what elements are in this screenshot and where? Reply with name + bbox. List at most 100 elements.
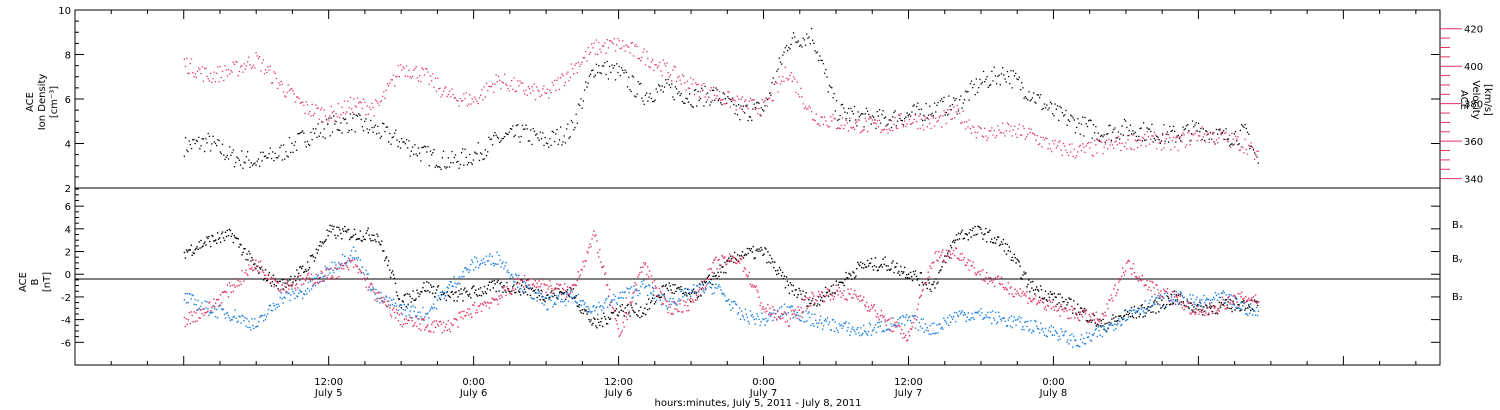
data-point [339, 267, 341, 269]
data-point [348, 258, 351, 261]
data-point [1104, 329, 1106, 331]
data-point [840, 281, 842, 284]
data-point [1205, 299, 1207, 301]
data-point [647, 266, 649, 268]
data-point [383, 123, 385, 125]
data-point [994, 75, 997, 77]
data-point [297, 276, 299, 278]
data-point [696, 296, 699, 299]
data-point [767, 303, 769, 306]
data-point [481, 89, 483, 91]
data-point [432, 307, 434, 310]
data-point [451, 324, 453, 326]
data-point [331, 275, 333, 277]
data-point [698, 283, 701, 285]
data-point [1130, 306, 1133, 309]
data-point [747, 320, 749, 323]
data-point [884, 125, 887, 127]
data-point [292, 283, 294, 285]
data-point [653, 303, 656, 305]
data-point [396, 295, 399, 297]
data-point [760, 115, 762, 117]
data-point [205, 138, 207, 140]
data-point [1129, 124, 1132, 126]
data-point [1212, 296, 1215, 299]
data-point [696, 105, 698, 107]
data-point [303, 104, 305, 106]
data-point [714, 287, 716, 289]
data-point [1003, 288, 1006, 290]
data-point [639, 316, 641, 319]
data-point [446, 166, 448, 168]
data-point [1086, 336, 1089, 338]
data-point [721, 254, 723, 257]
data-point [491, 144, 494, 146]
data-point [930, 267, 932, 269]
data-point [796, 312, 798, 314]
data-point [795, 314, 797, 316]
data-point [241, 150, 243, 152]
data-point [1085, 319, 1088, 322]
data-point [1068, 120, 1071, 122]
data-point [620, 309, 622, 311]
data-point [497, 75, 500, 77]
data-point [483, 301, 486, 303]
data-point [781, 80, 783, 82]
data-point [447, 319, 449, 322]
data-point [921, 119, 924, 122]
data-point [570, 296, 573, 299]
data-point [720, 264, 722, 266]
data-point [250, 329, 252, 331]
data-point [839, 114, 841, 117]
data-point [494, 132, 496, 134]
data-point [976, 131, 979, 134]
data-point [380, 244, 382, 246]
data-point [739, 318, 742, 320]
data-point [871, 330, 874, 332]
data-point [1151, 295, 1153, 298]
data-point [1096, 138, 1098, 140]
data-point [851, 110, 853, 112]
data-point [630, 302, 632, 305]
data-point [734, 262, 737, 264]
data-point [420, 291, 422, 293]
data-point [1152, 135, 1154, 137]
data-point [355, 238, 358, 241]
data-point [1147, 306, 1149, 308]
data-point [353, 228, 356, 231]
data-point [1249, 312, 1251, 315]
data-point [1125, 142, 1127, 144]
data-point [643, 279, 645, 282]
data-point [1036, 289, 1039, 291]
data-point [907, 277, 909, 279]
data-point [914, 114, 917, 116]
data-point [364, 120, 366, 123]
data-point [271, 277, 274, 280]
data-point [523, 288, 526, 290]
data-point [837, 119, 839, 121]
data-point [576, 72, 578, 74]
data-point [1191, 133, 1194, 135]
data-point [1135, 310, 1138, 312]
data-point [980, 270, 982, 272]
data-point [979, 78, 981, 81]
data-point [550, 285, 552, 287]
data-point [1192, 294, 1194, 296]
data-point [806, 307, 808, 310]
data-point [187, 150, 189, 153]
data-point [354, 250, 357, 252]
data-point [877, 126, 879, 128]
data-point [1005, 288, 1008, 290]
data-point [1072, 117, 1074, 119]
data-point [727, 259, 729, 261]
data-point [628, 46, 630, 48]
data-point [316, 136, 318, 138]
data-point [566, 73, 568, 75]
data-point [721, 99, 723, 101]
data-point [265, 315, 268, 318]
data-point [883, 128, 885, 130]
data-point [647, 57, 649, 60]
data-point [827, 289, 830, 291]
data-point [1165, 138, 1167, 140]
data-point [231, 151, 233, 154]
